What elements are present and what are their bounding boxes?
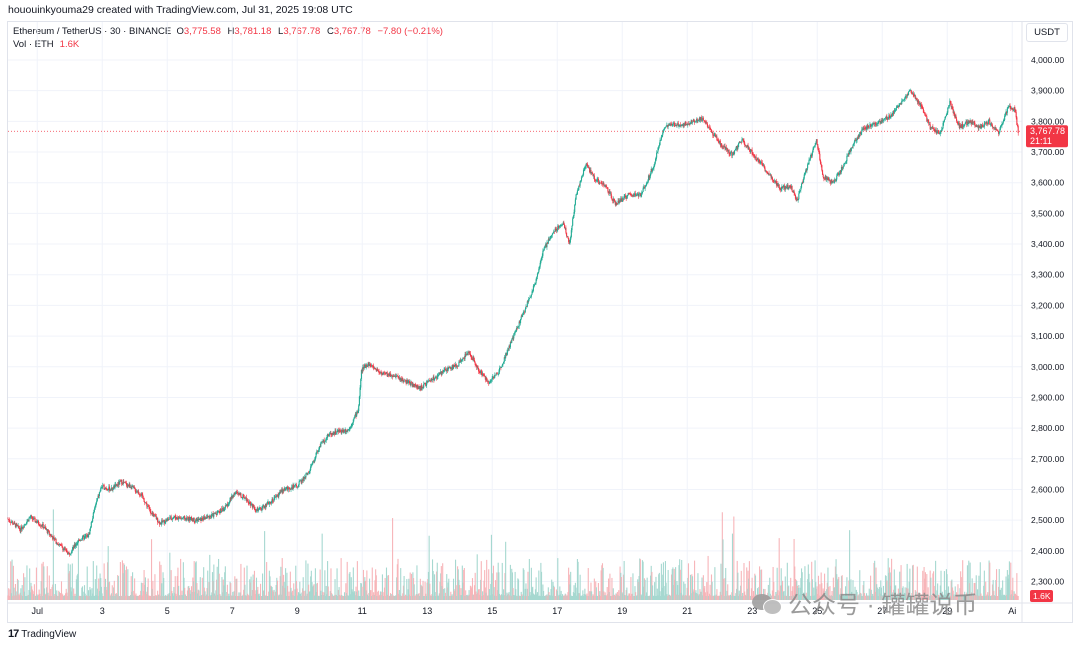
volume-legend: Vol · ETH 1.6K — [13, 39, 79, 50]
tradingview-icon: 17 — [8, 628, 19, 640]
volume-value: 1.6K — [59, 39, 80, 50]
symbol-title: Ethereum / TetherUS · 30 · BINANCE — [13, 26, 172, 37]
watermark-text: 公众号 · 罐罐说币 — [788, 592, 978, 619]
close-label: C — [326, 26, 334, 37]
open-label: O — [176, 26, 184, 37]
tradingview-brand: TradingView — [21, 628, 77, 640]
chart-pane[interactable] — [7, 21, 1073, 623]
currency-button[interactable]: USDT — [1026, 23, 1068, 42]
close-value: 3,767.78 — [333, 26, 371, 37]
low-label: L — [278, 26, 284, 37]
wechat-icon — [752, 591, 782, 615]
currency-label: USDT — [1034, 27, 1060, 38]
tradingview-logo[interactable]: 17 TradingView — [8, 628, 76, 640]
volume-label: Vol · ETH — [13, 39, 54, 50]
open-value: 3,775.58 — [183, 26, 221, 37]
high-label: H — [227, 26, 235, 37]
chart-credit: hououinkyouma29 created with TradingView… — [8, 4, 353, 16]
watermark: 公众号 · 罐罐说币 — [752, 585, 977, 620]
change-value: −7.80 (−0.21%) — [377, 26, 443, 37]
symbol-legend: Ethereum / TetherUS · 30 · BINANCE O3,77… — [13, 26, 447, 37]
low-value: 3,767.78 — [283, 26, 321, 37]
high-value: 3,781.18 — [234, 26, 272, 37]
